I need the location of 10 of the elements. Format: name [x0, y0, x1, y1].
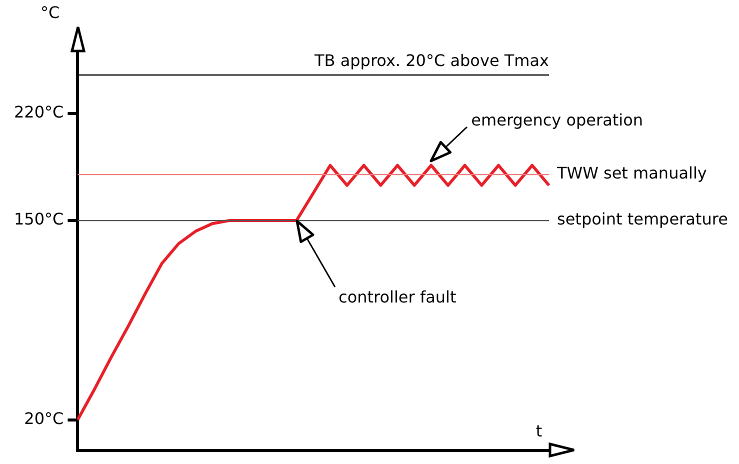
y-tick-label: 20°C — [24, 408, 64, 428]
x-axis-title: t — [536, 422, 542, 441]
y-tick-label: 220°C — [14, 102, 64, 122]
annotation: controller fault — [338, 288, 456, 307]
y-axis-title: °C — [40, 3, 60, 22]
ref-line-label: setpoint temperature — [557, 210, 728, 229]
annotation: emergency operation — [471, 110, 644, 130]
ref-line-label: TWW set manually — [556, 164, 707, 183]
ref-line-label: TB approx. 20°C above Tmax — [313, 51, 549, 70]
y-tick-label: 150°C — [14, 210, 64, 229]
